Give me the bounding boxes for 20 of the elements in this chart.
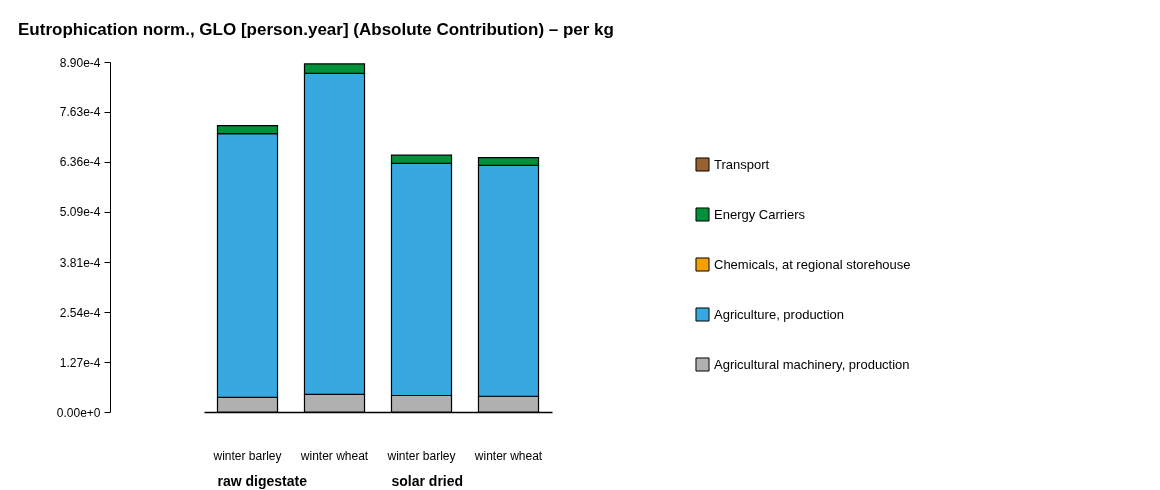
y-tick-label: 1.27e-4 <box>59 355 101 370</box>
y-tick-label: 3.81e-4 <box>59 255 101 270</box>
x-tick-label: winter barley <box>386 448 456 463</box>
text: solar dried <box>391 473 464 489</box>
legend-label: Agriculture, production <box>714 306 845 322</box>
legend-label: Chemicals, at regional storehouse <box>714 256 911 272</box>
y-tick-label: 6.36e-4 <box>59 155 101 170</box>
text: raw digestate <box>217 473 308 489</box>
y-tick-label: 7.63e-4 <box>59 105 101 120</box>
y-tick-label: 2.54e-4 <box>59 305 101 320</box>
legend-label: Transport <box>714 156 770 172</box>
legend-label: Energy Carriers <box>714 206 806 222</box>
x-tick-label: winter wheat <box>473 448 543 463</box>
y-tick-label: 8.90e-4 <box>59 55 101 70</box>
x-tick-label: winter wheat <box>299 448 369 463</box>
y-tick-label: 0.00e+0 <box>56 405 101 420</box>
legend-label: Agricultural machinery, production <box>714 356 910 372</box>
x-tick-label: winter barley <box>212 448 282 463</box>
chart-title: Eutrophication norm., GLO [person.year] (Absolute Contribution) – per kg <box>18 20 614 39</box>
y-tick-label: 5.09e-4 <box>59 205 101 220</box>
